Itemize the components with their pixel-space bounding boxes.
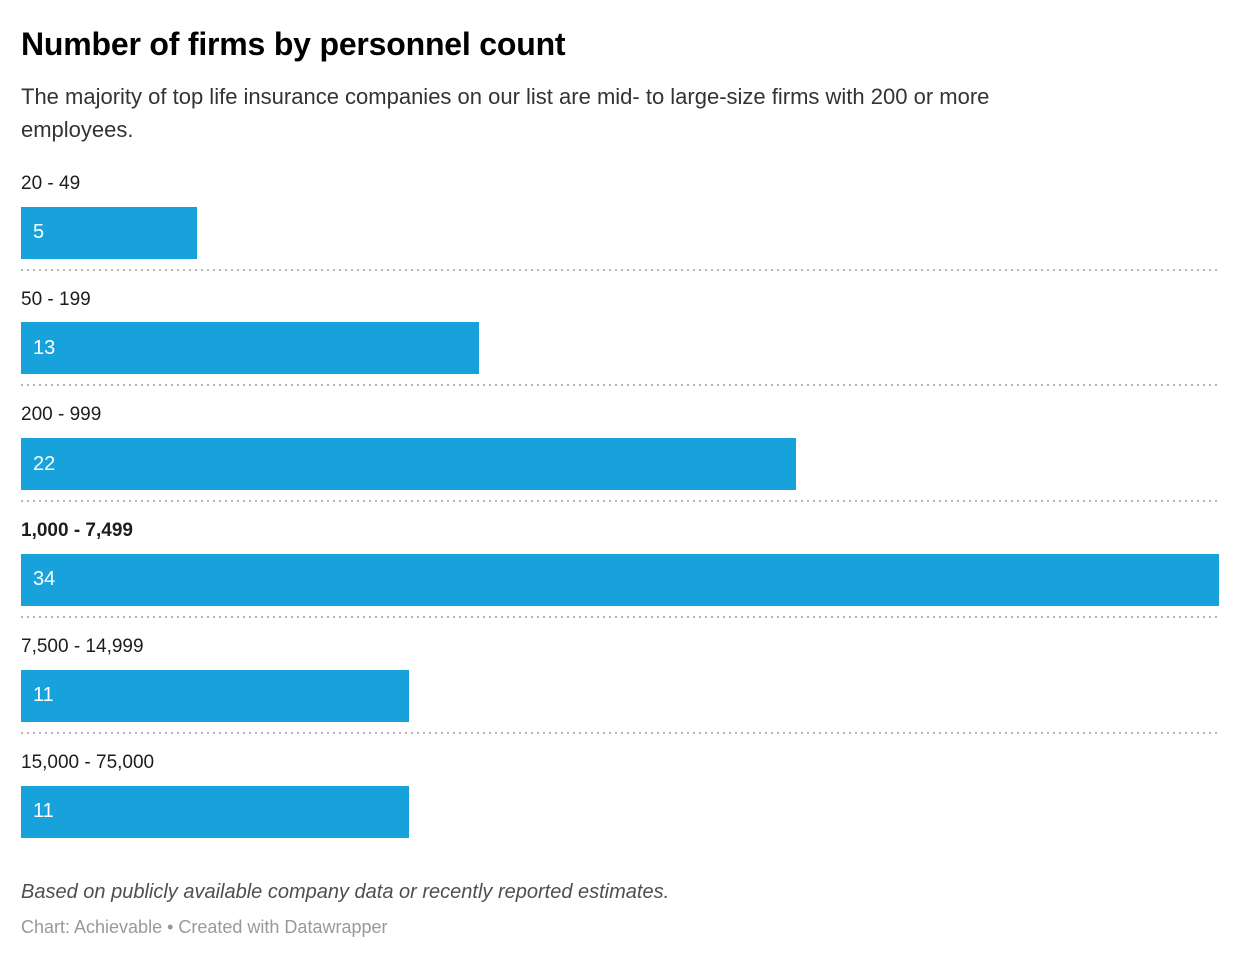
row-separator <box>21 615 1219 618</box>
chart-page: Number of firms by personnel count The m… <box>21 26 1219 937</box>
bar-row: 200 - 999 22 <box>21 402 1219 503</box>
bar: 11 <box>21 785 409 838</box>
bar-chart: 20 - 49 5 50 - 199 13 200 - 999 22 1,000 - 7,4… <box>21 171 1219 850</box>
bar-row: 7,500 - 14,999 11 <box>21 634 1219 734</box>
bar-category-label: 50 - 199 <box>21 288 91 310</box>
bar-value-label: 34 <box>33 568 56 591</box>
bar-category-label: 1,000 - 7,499 <box>21 520 133 542</box>
page-title: Number of firms by personnel count <box>21 26 566 62</box>
row-separator <box>21 500 1219 503</box>
row-separator <box>21 384 1219 387</box>
row-separator <box>21 848 1219 850</box>
bar-row: 20 - 49 5 <box>21 171 1219 271</box>
bar-row: 15,000 - 75,000 11 <box>21 750 1219 850</box>
footer-note: Based on publicly available company data… <box>21 880 670 903</box>
bar-track: 34 <box>21 553 1219 606</box>
bar-track: 22 <box>21 438 1219 491</box>
row-separator <box>21 731 1219 734</box>
bar-row: 50 - 199 13 <box>21 287 1219 387</box>
bar-category-label: 200 - 999 <box>21 404 102 426</box>
bar-track: 5 <box>21 206 1219 259</box>
chart-subtitle: The majority of top life insurance compa… <box>21 83 990 142</box>
bar-category-label: 7,500 - 14,999 <box>21 635 144 657</box>
bar-track: 11 <box>21 669 1219 722</box>
bar-track: 11 <box>21 785 1219 838</box>
bar: 11 <box>21 669 409 722</box>
bar-track: 13 <box>21 322 1219 375</box>
bar-value-label: 11 <box>33 684 54 707</box>
bar: 22 <box>21 438 797 491</box>
footer-byline: Chart: Achievable • Created with Datawra… <box>21 916 388 937</box>
bar-category-label: 20 - 49 <box>21 172 81 194</box>
bar: 13 <box>21 322 480 375</box>
bar-value-label: 22 <box>33 452 56 475</box>
bar-row: 1,000 - 7,499 34 <box>21 518 1219 618</box>
bar-category-label: 15,000 - 75,000 <box>21 751 155 773</box>
bar-value-label: 13 <box>33 336 56 359</box>
bar-value-label: 5 <box>33 221 45 244</box>
bar: 34 <box>21 553 1219 606</box>
row-separator <box>21 268 1219 271</box>
bar-value-label: 11 <box>33 800 54 823</box>
bar: 5 <box>21 206 198 259</box>
